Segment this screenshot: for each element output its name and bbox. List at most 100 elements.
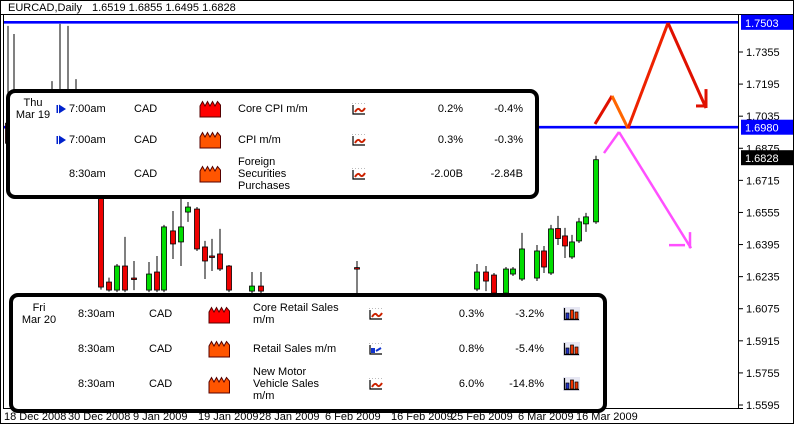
event-currency: CAD [134,167,158,180]
price-tick-label: 1.6715 [746,175,780,187]
event-forecast-value: -5.4% [515,342,544,355]
bear-candle [562,235,568,247]
event-forecast-value: -0.3% [494,133,523,146]
report-document-icon[interactable] [367,377,384,391]
price-tick-label: 1.6555 [746,207,780,219]
bear-candle [106,281,112,291]
bull-candle [593,159,599,223]
price-label-badge [741,119,793,135]
bull-candle [534,250,540,279]
report-document-icon[interactable] [350,167,367,181]
date-label: 6 Mar 2009 [518,411,574,423]
report-document-icon[interactable] [367,342,384,356]
event-time: 8:30am [78,378,115,391]
event-name: Foreign Securities Purchases [238,155,290,192]
price-label-text: 1.6828 [745,153,779,165]
price-label-badge [741,150,793,166]
bear-candle [217,253,223,270]
bull-candle [576,221,582,242]
bull-candle [474,271,480,290]
price-tick-label: 1.5595 [746,400,780,412]
event-name: CPI m/m [238,133,281,146]
bear-candle [354,267,360,270]
bullish-projection-arrow[interactable] [610,95,630,130]
event-time: 7:00am [69,133,106,146]
price-label-badge [741,14,793,30]
calendar-table-thu-mar-19: Thu Mar 19 7:00am CAD Core CPI m/m 0.2% … [6,89,539,199]
bull-candle [178,226,184,243]
bullish-projection-arrow[interactable] [593,95,614,125]
date-label: 6 Feb 2009 [325,411,381,423]
bull-candle [161,226,167,291]
price-tick-label: 1.6075 [746,304,780,316]
history-bar-chart-icon[interactable] [562,306,581,322]
event-name: New Motor Vehicle Sales m/m [253,366,320,403]
calendar-row: 8:30am CAD Foreign Securities Purchases … [10,156,535,192]
event-actual-value: 0.8% [458,342,484,355]
bear-candle [209,255,215,258]
event-forecast-value: -0.4% [494,102,523,115]
date-label: 9 Jan 2009 [133,411,187,423]
event-actual-value: 6.0% [458,378,484,391]
event-time: 8:30am [69,167,106,180]
impact-factory-icon [208,306,230,324]
bear-candle [170,230,176,245]
bull-candle [510,268,516,275]
calendar-table-fri-mar-20: Fri Mar 20 8:30am CAD Core Retail Sales … [9,293,607,413]
bear-candle [194,208,200,250]
event-currency: CAD [134,102,158,115]
bullish-projection-arrow[interactable] [666,22,708,109]
bear-candle [541,250,547,268]
price-tick-label: 1.7195 [746,79,780,91]
event-time: 8:30am [78,308,115,321]
event-name: Core CPI m/m [238,102,308,115]
impact-factory-icon [199,131,221,149]
chart-symbol-period: EURCAD,Daily [8,2,82,14]
date-label: 16 Mar 2009 [576,411,638,423]
date-label: 19 Jan 2009 [198,411,259,423]
event-currency: CAD [149,342,173,355]
bull-candle [249,285,255,292]
event-actual-value: 0.3% [458,308,484,321]
impact-factory-icon [199,165,221,183]
report-document-icon[interactable] [350,102,367,116]
date-label: 28 Jan 2009 [259,411,320,423]
calendar-row: 8:30am CAD New Motor Vehicle Sales m/m 6… [13,366,603,403]
report-document-icon[interactable] [350,133,367,147]
calendar-row: 8:30am CAD Retail Sales m/m 0.8% -5.4% [13,332,603,367]
history-bar-chart-icon[interactable] [562,376,581,392]
bear-candle [483,271,489,282]
bull-candle [114,265,120,291]
price-tick-label: 1.7355 [746,47,780,59]
bear-candle [122,265,128,291]
bear-candle [226,265,232,291]
history-bar-chart-icon[interactable] [562,341,581,357]
event-actual-value: 0.3% [437,133,463,146]
bull-candle [569,241,575,258]
bull-candle [548,228,554,274]
bearish-projection-arrow[interactable] [602,131,621,154]
price-tick-label: 1.6395 [746,240,780,252]
date-label: 16 Feb 2009 [391,411,453,423]
event-name: Retail Sales m/m [253,342,337,355]
calendar-day-label: Thu Mar 19 [15,96,51,121]
calendar-row: 7:00am CAD CPI m/m 0.3% -0.3% [10,124,535,155]
bearish-projection-arrow[interactable] [617,131,693,249]
date-label: 30 Dec 2008 [68,411,130,423]
bull-candle [503,268,509,294]
date-label: 25 Feb 2009 [451,411,513,423]
bull-candle [185,206,191,213]
event-forecast-value: -2.84B [490,167,523,180]
event-currency: CAD [134,133,158,146]
upcoming-event-play-icon [56,135,66,145]
bullish-projection-arrow[interactable] [626,22,670,129]
event-forecast-value: -3.2% [515,308,544,321]
event-actual-value: 0.2% [437,102,463,115]
event-name: Core Retail Sales m/m [253,302,339,327]
calendar-row: Thu Mar 19 7:00am CAD Core CPI m/m 0.2% … [10,93,535,124]
report-document-icon[interactable] [367,307,384,321]
chart-title-bar: EURCAD,Daily 1.6519 1.6855 1.6495 1.6828 [8,2,246,14]
impact-factory-icon [199,100,221,118]
event-forecast-value: -14.8% [509,378,544,391]
